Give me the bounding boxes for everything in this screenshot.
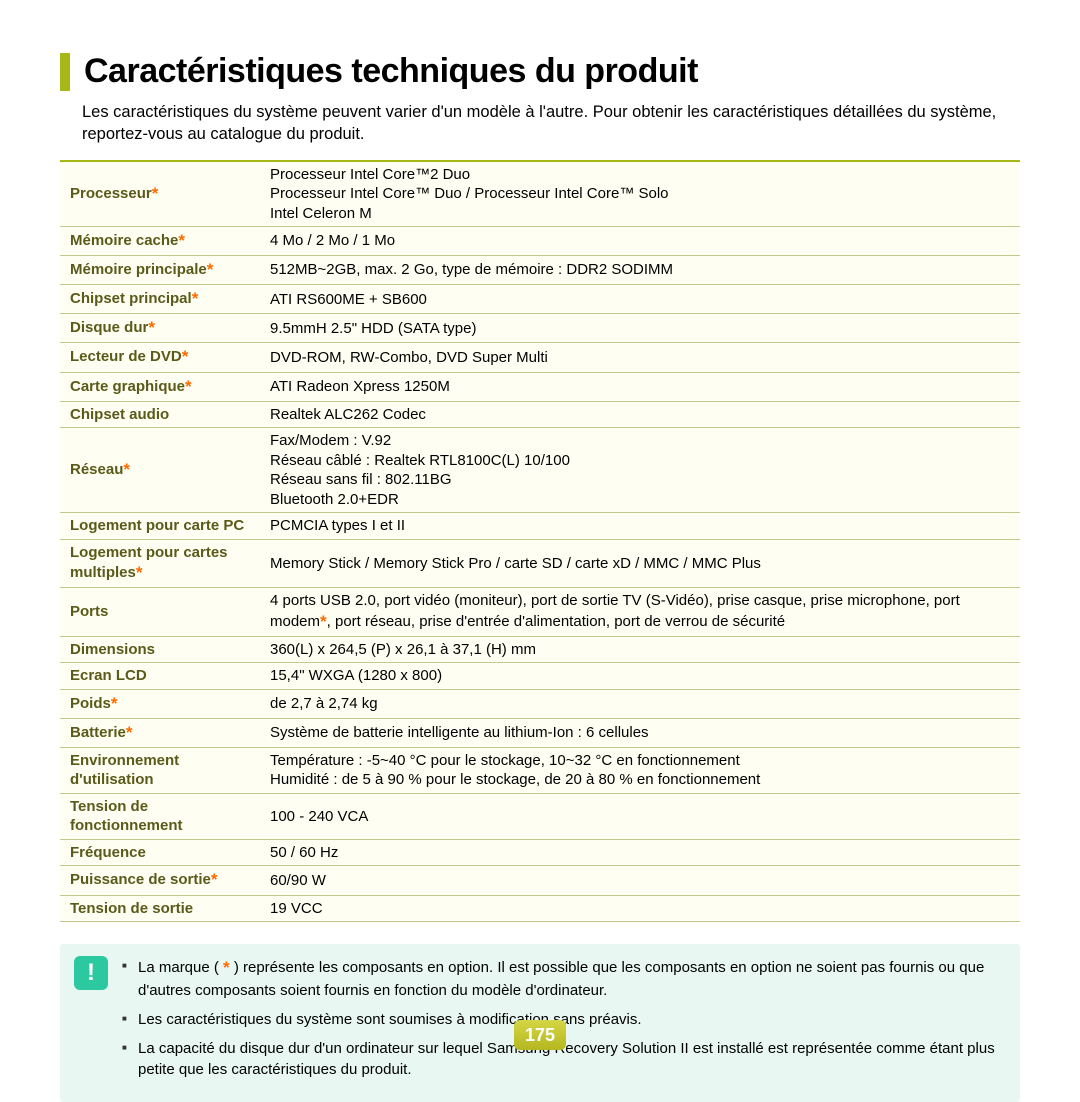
spec-row: Mémoire principale*512MB~2GB, max. 2 Go,…	[60, 256, 1020, 285]
alert-icon: !	[74, 956, 108, 990]
spec-label: Tension de fonctionnement	[60, 793, 260, 839]
spec-row: Environnement d'utilisationTempérature :…	[60, 747, 1020, 793]
spec-row: Ecran LCD15,4" WXGA (1280 x 800)	[60, 663, 1020, 690]
spec-row: Batterie*Système de batterie intelligent…	[60, 718, 1020, 747]
spec-row: Chipset principal*ATI RS600ME + SB600	[60, 285, 1020, 314]
spec-row: Ports4 ports USB 2.0, port vidéo (monite…	[60, 588, 1020, 637]
spec-label: Mémoire principale*	[60, 256, 260, 285]
spec-row: Lecteur de DVD*DVD-ROM, RW-Combo, DVD Su…	[60, 343, 1020, 372]
spec-row: Puissance de sortie*60/90 W	[60, 866, 1020, 895]
spec-label: Puissance de sortie*	[60, 866, 260, 895]
spec-row: Dimensions360(L) x 264,5 (P) x 26,1 à 37…	[60, 636, 1020, 663]
spec-label: Lecteur de DVD*	[60, 343, 260, 372]
spec-row: Disque dur*9.5mmH 2.5" HDD (SATA type)	[60, 314, 1020, 343]
spec-value: 360(L) x 264,5 (P) x 26,1 à 37,1 (H) mm	[260, 636, 1020, 663]
spec-row: Tension de sortie19 VCC	[60, 895, 1020, 922]
spec-label: Disque dur*	[60, 314, 260, 343]
spec-label: Environnement d'utilisation	[60, 747, 260, 793]
spec-label: Fréquence	[60, 839, 260, 866]
spec-label: Chipset audio	[60, 401, 260, 428]
spec-value: Fax/Modem : V.92Réseau câblé : Realtek R…	[260, 428, 1020, 513]
spec-label: Mémoire cache*	[60, 227, 260, 256]
spec-row: Logement pour carte PCPCMCIA types I et …	[60, 513, 1020, 540]
spec-label: Poids*	[60, 689, 260, 718]
spec-label: Chipset principal*	[60, 285, 260, 314]
title-row: Caractéristiques techniques du produit	[60, 52, 1020, 91]
spec-row: Chipset audioRealtek ALC262 Codec	[60, 401, 1020, 428]
spec-label: Ports	[60, 588, 260, 637]
spec-row: Tension de fonctionnement100 - 240 VCA	[60, 793, 1020, 839]
spec-label: Batterie*	[60, 718, 260, 747]
spec-value: 60/90 W	[260, 866, 1020, 895]
spec-row: Fréquence50 / 60 Hz	[60, 839, 1020, 866]
note-item: La marque ( * ) représente les composant…	[122, 956, 1002, 1001]
spec-value: Realtek ALC262 Codec	[260, 401, 1020, 428]
spec-value: 19 VCC	[260, 895, 1020, 922]
spec-row: Processeur*Processeur Intel Core™2 DuoPr…	[60, 161, 1020, 227]
spec-value: PCMCIA types I et II	[260, 513, 1020, 540]
page-title: Caractéristiques techniques du produit	[84, 52, 698, 91]
spec-value: 4 Mo / 2 Mo / 1 Mo	[260, 227, 1020, 256]
spec-label: Réseau*	[60, 428, 260, 513]
spec-table: Processeur*Processeur Intel Core™2 DuoPr…	[60, 160, 1020, 923]
intro-text: Les caractéristiques du système peuvent …	[82, 101, 1020, 146]
spec-value: Température : -5~40 °C pour le stockage,…	[260, 747, 1020, 793]
spec-value: 9.5mmH 2.5" HDD (SATA type)	[260, 314, 1020, 343]
spec-value: de 2,7 à 2,74 kg	[260, 689, 1020, 718]
spec-label: Logement pour cartes multiples*	[60, 539, 260, 588]
spec-value: ATI Radeon Xpress 1250M	[260, 372, 1020, 401]
spec-label: Logement pour carte PC	[60, 513, 260, 540]
spec-value: 100 - 240 VCA	[260, 793, 1020, 839]
spec-row: Logement pour cartes multiples*Memory St…	[60, 539, 1020, 588]
spec-value: 50 / 60 Hz	[260, 839, 1020, 866]
page-number: 175	[514, 1020, 566, 1050]
spec-label: Dimensions	[60, 636, 260, 663]
spec-value: Système de batterie intelligente au lith…	[260, 718, 1020, 747]
spec-value: Memory Stick / Memory Stick Pro / carte …	[260, 539, 1020, 588]
spec-value: DVD-ROM, RW-Combo, DVD Super Multi	[260, 343, 1020, 372]
spec-label: Processeur*	[60, 161, 260, 227]
spec-value: 4 ports USB 2.0, port vidéo (moniteur), …	[260, 588, 1020, 637]
spec-value: Processeur Intel Core™2 DuoProcesseur In…	[260, 161, 1020, 227]
spec-row: Mémoire cache*4 Mo / 2 Mo / 1 Mo	[60, 227, 1020, 256]
accent-bar	[60, 53, 70, 91]
spec-value: 15,4" WXGA (1280 x 800)	[260, 663, 1020, 690]
spec-label: Carte graphique*	[60, 372, 260, 401]
note-list: La marque ( * ) représente les composant…	[122, 956, 1002, 1080]
spec-label: Ecran LCD	[60, 663, 260, 690]
spec-row: Carte graphique*ATI Radeon Xpress 1250M	[60, 372, 1020, 401]
spec-row: Réseau*Fax/Modem : V.92Réseau câblé : Re…	[60, 428, 1020, 513]
spec-row: Poids*de 2,7 à 2,74 kg	[60, 689, 1020, 718]
spec-value: 512MB~2GB, max. 2 Go, type de mémoire : …	[260, 256, 1020, 285]
spec-value: ATI RS600ME + SB600	[260, 285, 1020, 314]
spec-label: Tension de sortie	[60, 895, 260, 922]
